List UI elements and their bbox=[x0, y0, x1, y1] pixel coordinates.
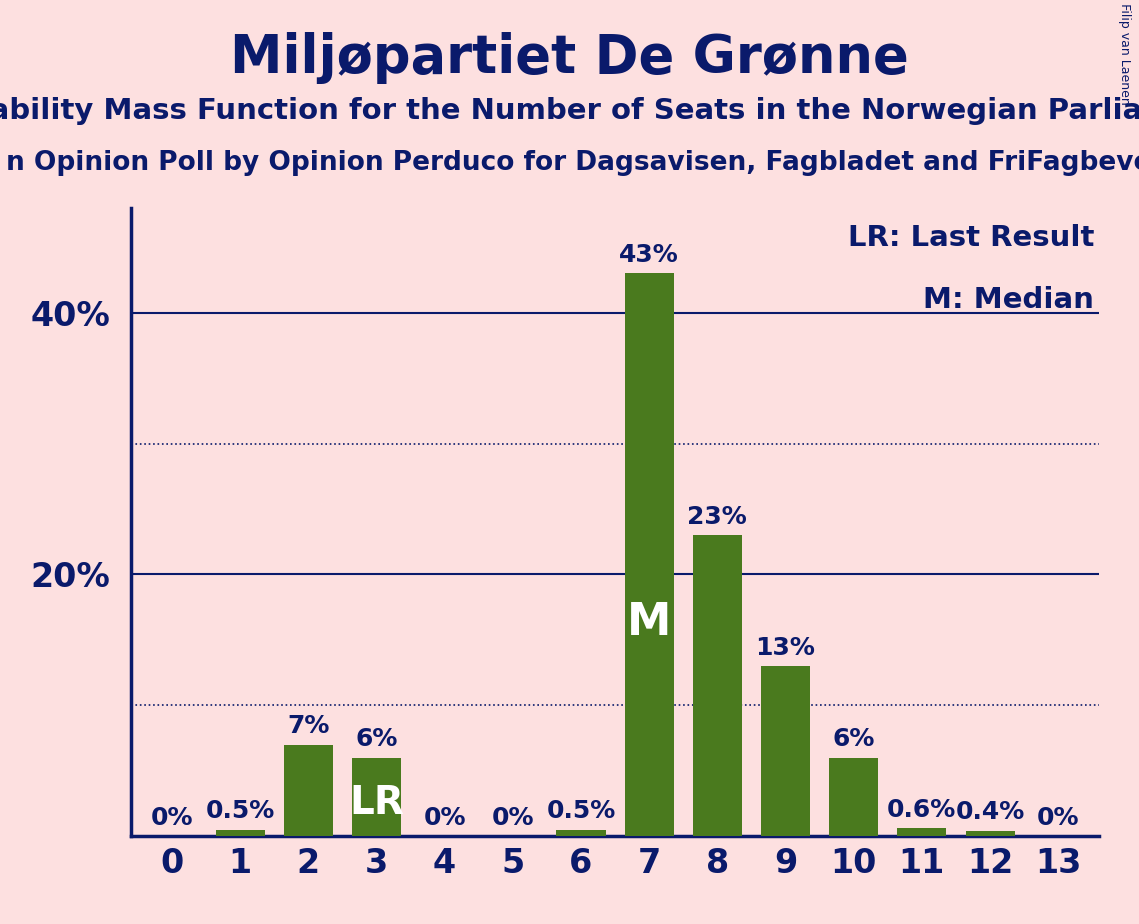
Bar bbox=[693, 535, 741, 836]
Text: 23%: 23% bbox=[688, 505, 747, 529]
Text: LR: LR bbox=[349, 784, 404, 822]
Text: Miljøpartiet De Grønne: Miljøpartiet De Grønne bbox=[230, 32, 909, 84]
Bar bbox=[829, 758, 878, 836]
Bar bbox=[352, 758, 401, 836]
Text: 0%: 0% bbox=[150, 806, 194, 830]
Bar bbox=[761, 666, 810, 836]
Bar bbox=[215, 830, 264, 836]
Bar bbox=[624, 274, 673, 836]
Bar bbox=[966, 831, 1015, 836]
Text: Probability Mass Function for the Number of Seats in the Norwegian Parliament: Probability Mass Function for the Number… bbox=[0, 97, 1139, 125]
Text: 0.4%: 0.4% bbox=[956, 800, 1025, 824]
Bar bbox=[284, 745, 333, 836]
Text: 13%: 13% bbox=[755, 636, 816, 660]
Text: 0.5%: 0.5% bbox=[205, 799, 274, 823]
Text: M: M bbox=[626, 601, 671, 644]
Text: 6%: 6% bbox=[355, 727, 398, 751]
Text: 0%: 0% bbox=[1036, 806, 1080, 830]
Text: 0%: 0% bbox=[492, 806, 534, 830]
Text: LR: Last Result: LR: Last Result bbox=[847, 224, 1095, 251]
Text: 0.5%: 0.5% bbox=[547, 799, 615, 823]
Bar bbox=[557, 830, 606, 836]
Bar bbox=[898, 829, 947, 836]
Text: M: Median: M: Median bbox=[924, 286, 1095, 314]
Text: 7%: 7% bbox=[287, 714, 329, 738]
Text: n Opinion Poll by Opinion Perduco for Dagsavisen, Fagbladet and FriFagbevegelse,: n Opinion Poll by Opinion Perduco for Da… bbox=[6, 150, 1139, 176]
Text: 0%: 0% bbox=[424, 806, 466, 830]
Text: 43%: 43% bbox=[620, 243, 679, 267]
Text: 6%: 6% bbox=[833, 727, 875, 751]
Text: 0.6%: 0.6% bbox=[887, 797, 957, 821]
Text: © 2024 Filip van Laenen: © 2024 Filip van Laenen bbox=[1118, 0, 1131, 104]
